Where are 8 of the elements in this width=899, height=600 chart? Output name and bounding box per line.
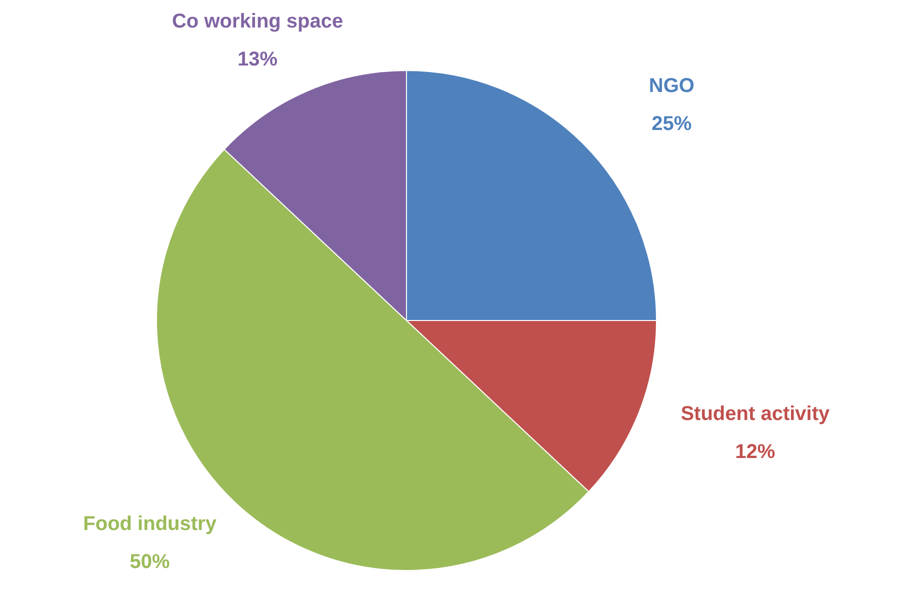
data-label: 13% <box>238 48 278 71</box>
data-label: 25% <box>652 112 692 135</box>
data-label: 12% <box>735 440 776 463</box>
slice-label: Food industry <box>83 512 218 535</box>
slice-label: Co working space <box>172 10 344 33</box>
slice-label: NGO <box>648 74 694 97</box>
slice-label: Student activity <box>680 402 830 425</box>
data-label: 50% <box>130 550 170 573</box>
